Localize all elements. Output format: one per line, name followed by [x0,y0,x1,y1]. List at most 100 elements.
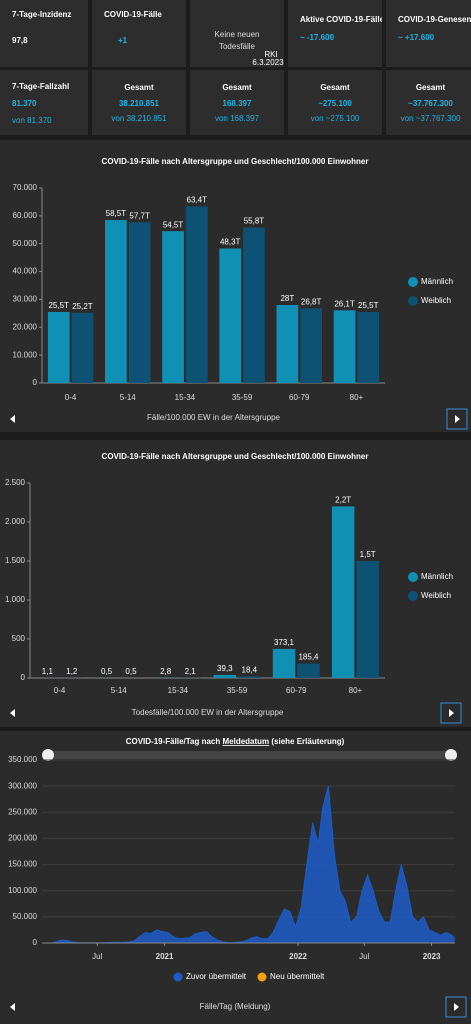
kpi-group: COVID-19-Fälle +1 [104,10,162,45]
prev-button[interactable] [10,709,15,717]
slider-track[interactable] [45,751,455,759]
kpi-value: 168.397 [223,99,252,108]
area-fill [42,786,455,943]
title-part: Meldedatum [222,737,269,746]
legend-label: Männlich [421,277,453,286]
kpi-card [0,70,88,135]
bar [162,231,184,383]
kpi-group: Gesamt 168.397 von 168.397 [215,83,260,123]
kpi-card [0,0,88,67]
y-tick-label: 60.000 [13,211,38,220]
bar [185,206,208,383]
legend-swatch [257,972,267,982]
kpi-value: +1 [118,36,128,45]
legend-label: Männlich [421,572,453,581]
kpi-card [190,0,284,67]
slider-handle[interactable] [42,749,54,761]
title-part: COVID-19-Fälle/Tag nach [126,737,223,746]
y-tick-label: 10.000 [13,350,38,359]
y-tick-label: 200.000 [8,834,37,843]
legend-swatch [408,572,418,582]
next-button[interactable] [440,702,462,724]
y-tick-label: 70.000 [13,183,38,192]
bar [238,676,261,678]
next-icon [454,1003,459,1011]
kpi-card [92,70,186,135]
kpi-sub: von 38.210.851 [111,114,167,123]
data-label: 39,3 [217,664,233,673]
x-axis-label: Fälle/Tag (Meldung) [200,1002,271,1011]
kpi-group: 7-Tage-Inzidenz 97,8 [12,10,71,45]
kpi-value: 81.370 [12,99,37,108]
kpi-source: RKI [264,50,277,59]
kpi-group: Gesamt ~37.767.300 von ~37.767.300 [401,83,461,123]
data-label: 0,5 [101,667,113,676]
data-label: 2,1 [185,667,197,676]
data-label: 63,4T [187,195,208,204]
kpi-value: 38.210.851 [119,99,160,108]
data-label: 55,8T [244,217,265,226]
kpi-value: ~ -17.600 [300,33,335,42]
bar [300,308,322,383]
y-tick-label: 100.000 [8,886,37,895]
data-label: 1,1 [42,667,54,676]
x-tick-label: 2022 [289,952,307,961]
y-tick-label: 40.000 [13,267,38,276]
y-tick-label: 2.500 [5,478,26,487]
nav [10,408,468,1018]
kpi-group: 7-Tage-Fallzahl 81.370 von 81.370 [12,82,69,125]
next-button[interactable] [446,408,468,430]
kpi-value: 97,8 [12,36,28,45]
x-tick-label: 5-14 [111,686,128,695]
kpi-sub: von 168.397 [215,114,260,123]
y-tick-label: 20.000 [13,322,38,331]
x-axis-label: Todesfälle/100.000 EW in der Altersgrupp… [132,708,284,717]
data-label: 28T [280,294,294,303]
bar [356,561,379,678]
next-icon [449,709,454,717]
kpi-label: COVID-19-Fälle [104,10,162,19]
bar [105,220,127,383]
kpi-card [288,0,382,67]
slider-handle[interactable] [445,749,457,761]
x-tick-label: 15-34 [175,393,196,402]
bar [219,248,242,383]
kpi-group: COVID-19-Genesene ~ +17.600 [398,15,471,42]
kpi-group: Aktive COVID-19-Fälle ~ -17.600 [300,15,382,42]
kpi-card [288,70,382,135]
y-tick-label: 50.000 [13,912,38,921]
data-label: 57,7T [129,211,150,220]
data-label: 1,2 [66,667,78,676]
kpi-label: Gesamt [320,83,350,92]
kpi-card [386,0,471,67]
bar [243,227,265,383]
legend-label: Neu übermittelt [270,972,325,981]
bar [357,311,380,383]
kpi-value: ~ +17.600 [398,33,435,42]
kpi-label: 7-Tage-Inzidenz [12,10,71,19]
y-tick-label: 0 [33,378,38,387]
kpi-date: 6.3.2023 [252,58,284,67]
next-button[interactable] [445,996,467,1018]
kpi-sub: von 81.370 [12,116,52,125]
x-tick-label: 60-79 [286,686,307,695]
legend-swatch [173,972,183,982]
bar [71,312,94,383]
kpi-card [386,70,471,135]
data-label: 25,5T [358,301,379,310]
prev-button[interactable] [10,1003,15,1011]
bar [213,674,237,678]
x-tick-label: 35-59 [227,686,248,695]
x-tick-label: 60-79 [289,393,310,402]
bar [333,310,356,383]
legend-label: Zuvor übermittelt [186,972,247,981]
data-label: 185,4 [298,653,319,662]
data-label: 54,5T [163,220,184,229]
data-label: 18,4 [242,666,258,675]
x-tick-label: 0-4 [65,393,77,402]
y-tick-label: 250.000 [8,807,37,816]
bar [331,506,355,678]
prev-button[interactable] [10,415,15,423]
